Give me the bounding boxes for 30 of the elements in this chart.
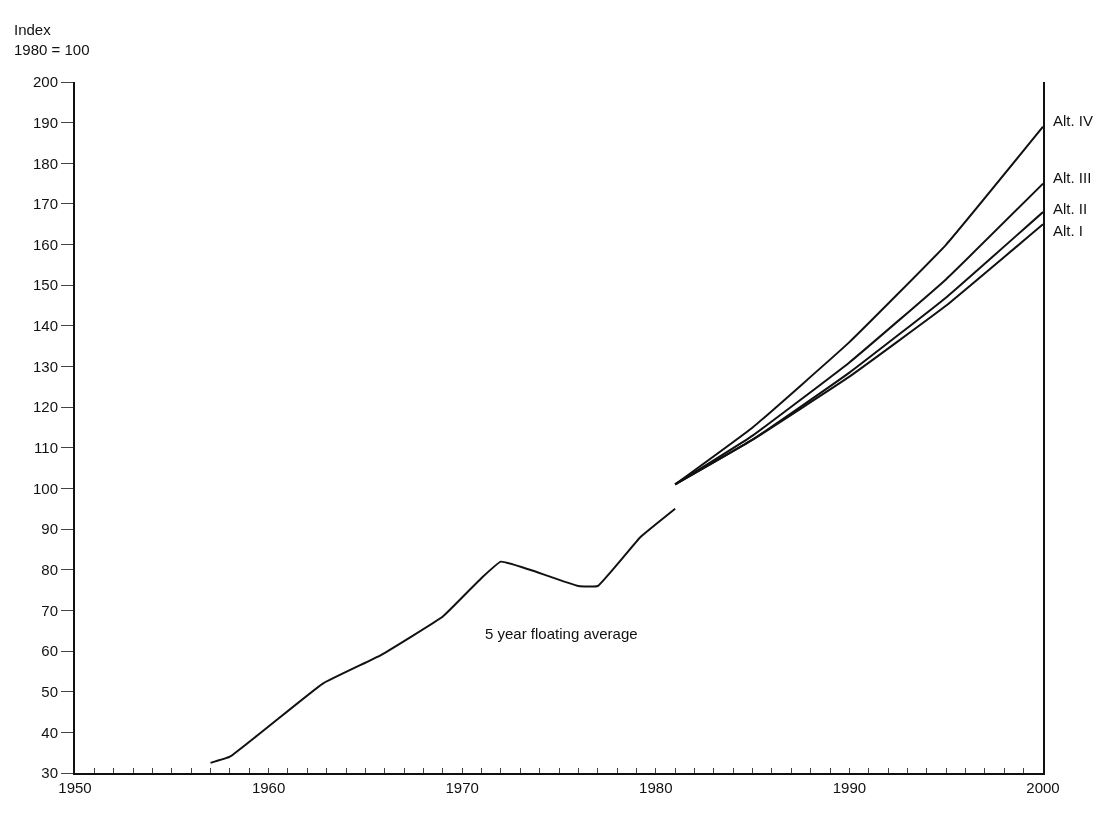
- y-tick-label: 110: [34, 439, 58, 457]
- series-label: Alt. II: [1053, 200, 1088, 217]
- y-tick-label: 150: [32, 276, 58, 294]
- series-label: Alt. I: [1053, 222, 1084, 239]
- x-tick-label: 1990: [832, 779, 867, 796]
- y-tick-label: 190: [32, 113, 58, 131]
- series-label: Alt. III: [1053, 169, 1092, 186]
- y-tick-label: 130: [32, 357, 58, 375]
- y-tick-label: 80: [41, 561, 58, 579]
- y-tick-label: 40: [41, 723, 58, 741]
- y-tick-label: 90: [41, 520, 58, 538]
- y-tick-label: 60: [41, 642, 58, 660]
- y-tick-label: 100: [32, 479, 58, 497]
- series-label: Alt. IV: [1053, 112, 1094, 129]
- x-tick-label: 2000: [1026, 779, 1060, 796]
- x-tick-label: 1970: [445, 779, 479, 796]
- text: 5 year floating average: [485, 625, 638, 642]
- y-tick-label: 140: [32, 317, 58, 335]
- y-tick-label: 30: [41, 764, 58, 782]
- y-tick-label: 160: [32, 235, 58, 253]
- y-tick-label: 50: [41, 682, 58, 700]
- y-tick-label: 170: [32, 195, 58, 213]
- y-tick-label: 120: [32, 398, 58, 416]
- x-tick-label: 1950: [58, 779, 92, 796]
- y-tick-label: 70: [41, 601, 58, 619]
- y-tick-label: 180: [32, 154, 58, 172]
- y-axis-title: Index 1980 = 100: [14, 21, 90, 58]
- y-tick-label: 200: [32, 73, 58, 91]
- x-tick-label: 1980: [639, 779, 673, 796]
- x-tick-label: 1960: [251, 779, 286, 796]
